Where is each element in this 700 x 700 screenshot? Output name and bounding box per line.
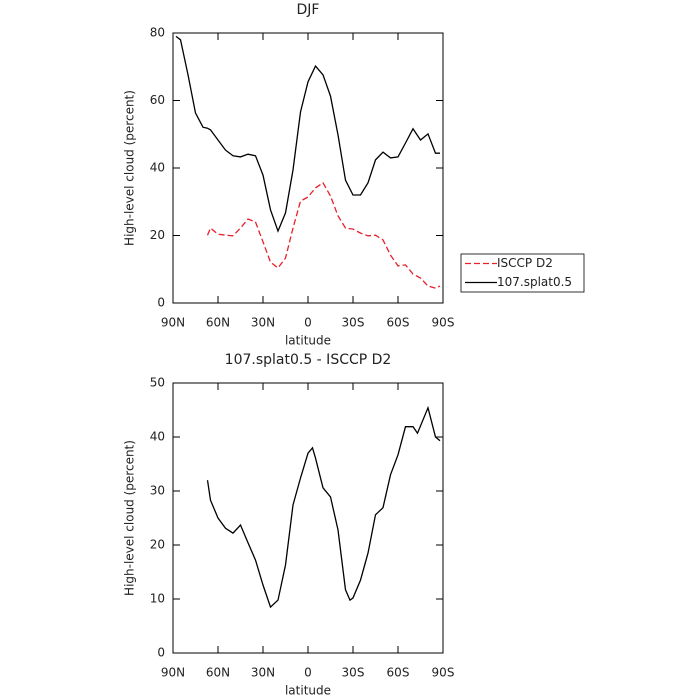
x-tick-label: 0 — [304, 316, 312, 330]
x-tick-label: 90N — [161, 316, 185, 330]
x-tick-label: 60S — [387, 316, 410, 330]
y-tick-label: 20 — [150, 538, 165, 552]
y-tick-label: 0 — [157, 646, 165, 660]
y-axis-label: High-level cloud (percent) — [123, 440, 137, 596]
x-axis-label: latitude — [285, 684, 331, 698]
x-tick-label: 60N — [206, 316, 230, 330]
data-line — [206, 181, 441, 289]
x-tick-label: 90S — [432, 666, 455, 680]
x-tick-label: 30S — [342, 666, 365, 680]
plot-frame — [172, 382, 444, 654]
x-tick-label: 60S — [387, 666, 410, 680]
x-tick-label: 30S — [342, 316, 365, 330]
x-axis-label: latitude — [285, 334, 331, 348]
legend-box — [460, 253, 585, 293]
chart-title: DJF — [297, 2, 320, 18]
x-tick-label: 0 — [304, 666, 312, 680]
y-tick-label: 10 — [150, 592, 165, 606]
y-tick-label: 50 — [150, 376, 165, 390]
legend-label: ISCCP D2 — [497, 256, 553, 270]
y-axis-label: High-level cloud (percent) — [123, 90, 137, 246]
x-tick-label: 60N — [206, 666, 230, 680]
y-tick-label: 40 — [150, 430, 165, 444]
data-line — [175, 35, 440, 233]
data-line — [206, 405, 441, 609]
y-tick-label: 0 — [157, 296, 165, 310]
y-tick-label: 60 — [150, 93, 165, 107]
y-tick-label: 20 — [150, 228, 165, 242]
chart-title: 107.splat0.5 - ISCCP D2 — [225, 352, 392, 368]
legend-label: 107.splat0.5 — [497, 275, 572, 289]
y-tick-label: 40 — [150, 161, 165, 175]
x-tick-label: 90S — [432, 316, 455, 330]
y-tick-label: 30 — [150, 484, 165, 498]
y-tick-label: 80 — [150, 26, 165, 40]
x-tick-label: 30N — [251, 666, 275, 680]
x-tick-label: 30N — [251, 316, 275, 330]
plot-frame — [172, 32, 444, 304]
x-tick-label: 90N — [161, 666, 185, 680]
